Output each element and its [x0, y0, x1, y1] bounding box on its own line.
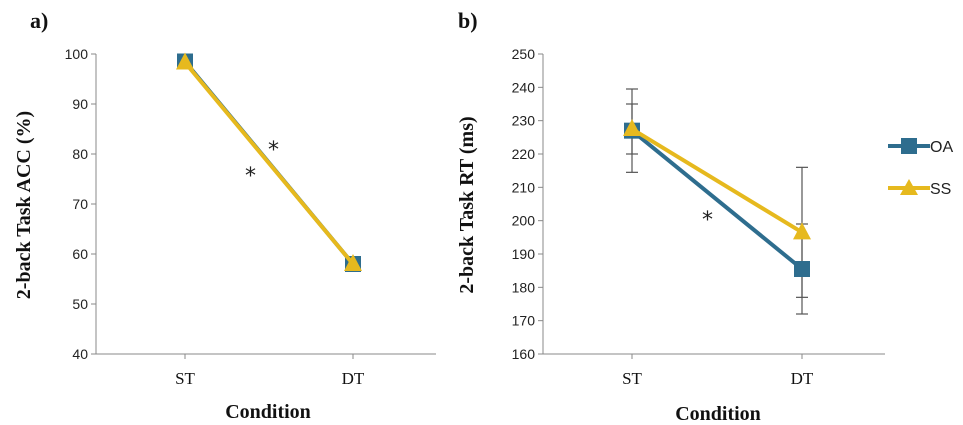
- legend-ss-label: SS: [930, 181, 951, 198]
- panel-b-axes: [542, 54, 885, 355]
- legend-entry-ss: SS: [888, 179, 951, 198]
- panel-a-annotation-1: *: [268, 138, 279, 163]
- panel-a-y-tick-label: 40: [72, 346, 88, 362]
- panel-b-y-tick-label: 160: [512, 346, 536, 362]
- legend-ss-marker: [900, 179, 918, 195]
- panel-b-y-tick-label: 230: [512, 113, 536, 129]
- panel-a-y-tick-label: 50: [72, 296, 88, 312]
- panel-a-x-ticks: ST DT: [175, 354, 365, 388]
- panel-a: a) 40 50 60 70 80 90 100 ST DT * * Condition 2-…: [13, 8, 436, 423]
- panel-b-x-tick-label: DT: [791, 369, 814, 388]
- panel-b-ss-point: [623, 119, 641, 136]
- panel-b-y-tick-label: 210: [512, 179, 536, 195]
- panel-a-axes: [95, 54, 436, 355]
- panel-a-y-tick-label: 70: [72, 196, 88, 212]
- panel-a-label: a): [30, 8, 48, 33]
- panel-b-y-tick-label: 240: [512, 79, 536, 95]
- panel-b-ss-line: [630, 127, 804, 235]
- panel-a-y-tick-label: 60: [72, 246, 88, 262]
- panel-b-y-ticks: 160 170 180 190 200 210 220 230 240 250: [512, 46, 543, 362]
- panel-b: b) 160 170 180 190 200 210 220 230 240 250 ST DT *…: [456, 8, 953, 425]
- panel-b-y-tick-label: 170: [512, 313, 536, 329]
- panel-a-x-tick-label: DT: [342, 369, 365, 388]
- panel-a-y-tick-label: 80: [72, 146, 88, 162]
- panel-b-oa-line: [630, 128, 804, 271]
- panel-a-series: [176, 52, 362, 272]
- panel-b-series: [623, 88, 811, 315]
- panel-a-ss-point: [344, 254, 362, 271]
- panel-b-x-axis-title: Condition: [675, 403, 761, 425]
- legend: OA SS: [888, 138, 953, 198]
- panel-b-y-tick-label: 220: [512, 146, 536, 162]
- panel-b-ss-point: [793, 222, 811, 240]
- panel-a-y-axis-title: 2-back Task ACC (%): [13, 111, 35, 299]
- panel-a-annotation-2: *: [245, 164, 256, 189]
- panel-a-x-axis-title: Condition: [225, 401, 311, 423]
- legend-oa-marker: [901, 138, 917, 154]
- panel-b-x-tick-label: ST: [622, 369, 642, 388]
- panel-a-y-tick-label: 90: [72, 96, 88, 112]
- panel-b-y-tick-label: 250: [512, 46, 536, 62]
- panel-a-y-ticks: 40 50 60 70 80 90 100: [65, 46, 96, 362]
- panel-b-label: b): [458, 8, 478, 33]
- panel-b-x-ticks: ST DT: [622, 354, 814, 388]
- panel-b-y-tick-label: 200: [512, 213, 536, 229]
- panel-a-y-tick-label: 100: [65, 46, 89, 62]
- panel-a-ss-line: [183, 60, 355, 266]
- panel-b-annotation-1: *: [702, 208, 713, 233]
- panel-a-ss-point: [176, 52, 194, 70]
- panel-b-y-tick-label: 180: [512, 279, 536, 295]
- panel-b-oa-point: [794, 261, 810, 277]
- legend-entry-oa: OA: [888, 138, 953, 156]
- panel-a-x-tick-label: ST: [175, 369, 195, 388]
- panel-b-y-axis-title: 2-back Task RT (ms): [456, 116, 478, 293]
- legend-oa-label: OA: [930, 139, 953, 156]
- panel-b-y-tick-label: 190: [512, 246, 536, 262]
